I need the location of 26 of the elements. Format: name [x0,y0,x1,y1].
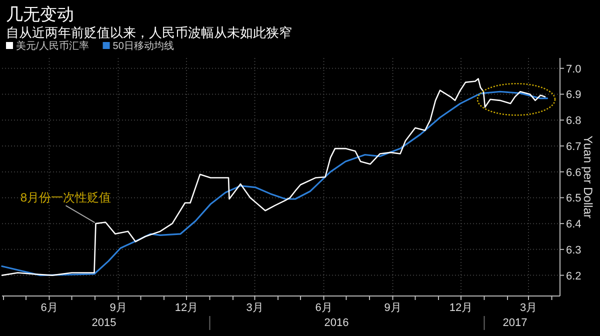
x2-tick-label: 2016 [324,317,349,329]
x2-tick-label: 2017 [502,317,528,329]
legend-label: 美元/人民币汇率 [16,40,89,52]
y-tick-label: 6.3 [566,244,582,256]
x-tick-label: 3月 [246,302,264,314]
x-tick-label: 9月 [110,302,127,314]
y-axis-title: Yuan per Dollar [581,136,595,218]
x-tick-label: 6月 [40,302,58,314]
y-tick-label: 6.6 [566,166,582,179]
y-tick-label: 6.4 [566,218,582,231]
chart-subtitle: 自从近两年前贬值以来，人民币波幅从未如此狭窄 [6,25,292,40]
annotation: 8月份一次性贬值 [20,190,112,205]
y-tick-label: 6.8 [566,115,582,128]
legend-label: 50日移动均线 [112,40,174,52]
x-tick-label: 12月 [174,302,198,314]
x-tick-label: 6月 [315,302,332,314]
y-tick-label: 6.9 [566,89,582,102]
y-tick-label: 7.0 [566,63,582,76]
y-tick-label: 6.7 [566,140,582,153]
x-tick-label: 12月 [449,302,473,314]
y-tick-label: 6.5 [566,192,582,205]
chart-title: 几无变动 [6,5,74,24]
x-tick-label: 3月 [520,302,538,314]
x-tick-label: 9月 [384,302,402,314]
x2-tick-label: 2015 [92,317,116,329]
y-tick-label: 6.2 [566,270,582,282]
